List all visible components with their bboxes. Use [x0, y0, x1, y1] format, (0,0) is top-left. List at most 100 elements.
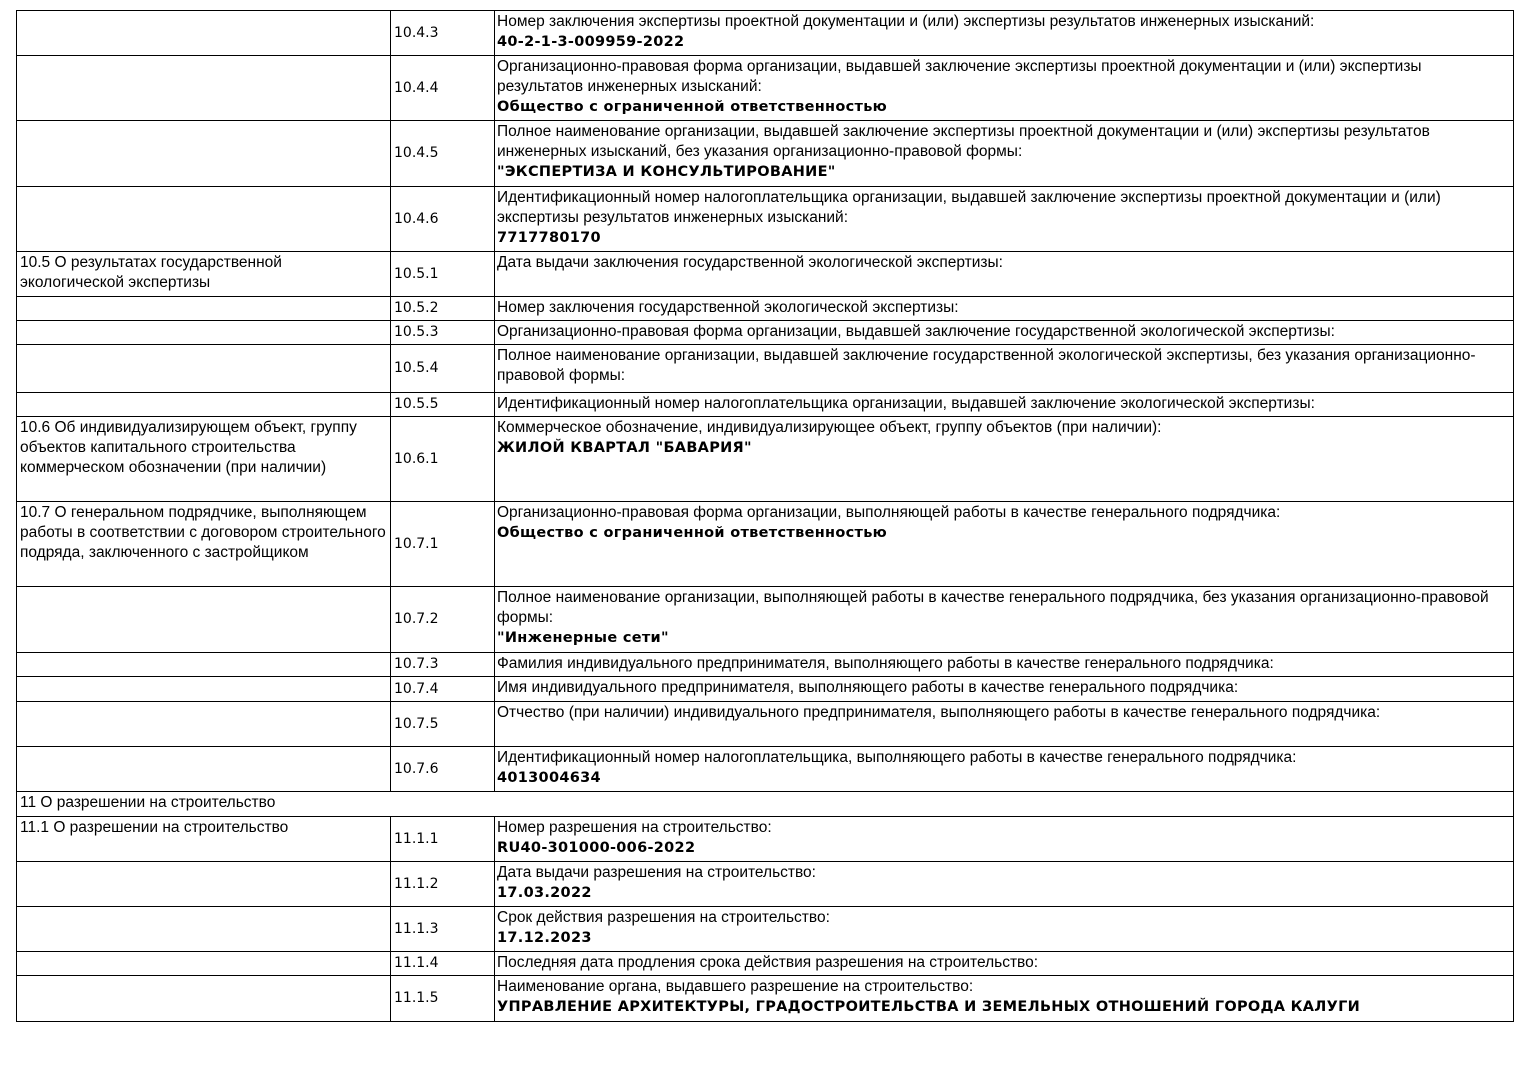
table-row: 10.4.4 Организационно-правовая форма орг… — [16, 55, 1514, 121]
section-title — [16, 861, 391, 907]
item-label: Имя индивидуального предпринимателя, вып… — [497, 679, 1239, 696]
item-value: 7717780170 — [497, 230, 601, 246]
item-label: Организационно-правовая форма организаци… — [497, 323, 1335, 340]
section-title: 10.6 Об индивидуализирующем объект, груп… — [16, 416, 391, 502]
item-cell: Идентификационный номер налогоплательщик… — [494, 746, 1514, 792]
item-label: Организационно-правовая форма организаци… — [497, 58, 1422, 95]
item-cell: Идентификационный номер налогоплательщик… — [494, 392, 1514, 417]
section-title — [16, 746, 391, 792]
item-cell: Коммерческое обозначение, индивидуализир… — [494, 416, 1514, 502]
section-title: 10.5 О результатах государственной эколо… — [16, 251, 391, 297]
table-row: 10.4.3 Номер заключения экспертизы проек… — [16, 10, 1514, 56]
section-title — [16, 586, 391, 653]
section-title — [16, 55, 391, 121]
section-title — [16, 951, 391, 976]
item-cell: Номер разрешения на строительство: RU40-3… — [494, 816, 1514, 862]
section-title — [16, 701, 391, 747]
item-code: 10.5.1 — [390, 251, 495, 297]
table-row: 10.7.6 Идентификационный номер налогопла… — [16, 746, 1514, 792]
item-code: 10.7.6 — [390, 746, 495, 792]
table-row: 11.1.5 Наименование органа, выдавшего ра… — [16, 975, 1514, 1022]
item-code: 11.1.1 — [390, 816, 495, 862]
section-title — [16, 906, 391, 952]
table-row: 10.4.6 Идентификационный номер налогопла… — [16, 186, 1514, 252]
item-value: RU40-301000-006-2022 — [497, 840, 696, 856]
item-label: Номер заключения экспертизы проектной до… — [497, 13, 1315, 30]
item-cell: Последняя дата продления срока действия … — [494, 951, 1514, 976]
item-value: 17.03.2022 — [497, 885, 592, 901]
item-value: ЖИЛОЙ КВАРТАЛ "БАВАРИЯ" — [497, 440, 752, 456]
item-label: Идентификационный номер налогоплательщик… — [497, 395, 1315, 412]
declaration-table: 10.4.3 Номер заключения экспертизы проек… — [16, 10, 1514, 1022]
item-value: "Инженерные сети" — [497, 630, 669, 646]
item-label: Дата выдачи заключения государственной э… — [497, 254, 1003, 271]
item-code: 10.7.4 — [390, 676, 495, 702]
item-cell: Организационно-правовая форма организаци… — [494, 501, 1514, 587]
item-label: Полное наименование организации, выполня… — [497, 589, 1489, 626]
section-title — [16, 392, 391, 417]
section-title: 11.1 О разрешении на строительство — [16, 816, 391, 862]
item-code: 11.1.2 — [390, 861, 495, 907]
section-title — [16, 344, 391, 393]
table-row: 11.1.2 Дата выдачи разрешения на строите… — [16, 861, 1514, 907]
item-cell: Полное наименование организации, выполня… — [494, 586, 1514, 653]
table-row: 10.7.2 Полное наименование организации, … — [16, 586, 1514, 653]
item-label: Идентификационный номер налогоплательщик… — [497, 749, 1297, 766]
item-code: 11.1.5 — [390, 975, 495, 1022]
section-title — [16, 975, 391, 1022]
table-row: 11.1.3 Срок действия разрешения на строи… — [16, 906, 1514, 952]
table-row: 10.6 Об индивидуализирующем объект, груп… — [16, 416, 1514, 502]
table-row: 11.1.4 Последняя дата продления срока де… — [16, 951, 1514, 976]
section-title: 10.7 О генеральном подрядчике, выполняющ… — [16, 501, 391, 587]
item-code: 10.7.5 — [390, 701, 495, 747]
item-code: 10.7.3 — [390, 652, 495, 677]
item-code: 10.7.1 — [390, 501, 495, 587]
section-title — [16, 120, 391, 187]
item-label: Полное наименование организации, выдавше… — [497, 123, 1430, 160]
item-label: Организационно-правовая форма организаци… — [497, 504, 1281, 521]
item-code: 10.4.5 — [390, 120, 495, 187]
section-heading: 11 О разрешении на строительство — [16, 791, 1514, 817]
item-cell: Дата выдачи заключения государственной э… — [494, 251, 1514, 297]
table-row: 10.7.4 Имя индивидуального предпринимате… — [16, 676, 1514, 702]
item-code: 10.5.2 — [390, 296, 495, 321]
item-code: 10.7.2 — [390, 586, 495, 653]
item-cell: Организационно-правовая форма организаци… — [494, 320, 1514, 345]
table-row: 11.1 О разрешении на строительство 11.1.… — [16, 816, 1514, 862]
table-row: 10.7.3 Фамилия индивидуального предприни… — [16, 652, 1514, 677]
item-cell: Номер заключения экспертизы проектной до… — [494, 10, 1514, 56]
table-row: 10.7.5 Отчество (при наличии) индивидуал… — [16, 701, 1514, 747]
item-cell: Номер заключения государственной экологи… — [494, 296, 1514, 321]
item-cell: Срок действия разрешения на строительств… — [494, 906, 1514, 952]
item-label: Дата выдачи разрешения на строительство: — [497, 864, 816, 881]
item-value: 40-2-1-3-009959-2022 — [497, 34, 685, 50]
section-title — [16, 186, 391, 252]
table-row: 10.5 О результатах государственной эколо… — [16, 251, 1514, 297]
item-code: 11.1.3 — [390, 906, 495, 952]
item-label: Номер разрешения на строительство: — [497, 819, 772, 836]
item-code: 10.4.4 — [390, 55, 495, 121]
item-cell: Полное наименование организации, выдавше… — [494, 120, 1514, 187]
section-title — [16, 320, 391, 345]
table-row: 10.4.5 Полное наименование организации, … — [16, 120, 1514, 187]
item-label: Полное наименование организации, выдавше… — [497, 347, 1476, 384]
item-label: Последняя дата продления срока действия … — [497, 954, 1039, 971]
item-label: Срок действия разрешения на строительств… — [497, 909, 830, 926]
section-heading-row: 11 О разрешении на строительство — [16, 791, 1514, 817]
item-code: 10.5.3 — [390, 320, 495, 345]
item-code: 11.1.4 — [390, 951, 495, 976]
table-row: 10.7 О генеральном подрядчике, выполняющ… — [16, 501, 1514, 587]
item-value: Общество с ограниченной ответственностью — [497, 99, 888, 115]
table-row: 10.5.4 Полное наименование организации, … — [16, 344, 1514, 393]
item-label: Отчество (при наличии) индивидуального п… — [497, 704, 1381, 721]
item-code: 10.6.1 — [390, 416, 495, 502]
item-value: 4013004634 — [497, 770, 601, 786]
section-title — [16, 296, 391, 321]
item-cell: Полное наименование организации, выдавше… — [494, 344, 1514, 393]
item-label: Коммерческое обозначение, индивидуализир… — [497, 419, 1162, 436]
item-label: Номер заключения государственной экологи… — [497, 299, 959, 316]
item-code: 10.5.5 — [390, 392, 495, 417]
section-title — [16, 10, 391, 56]
item-label: Наименование органа, выдавшего разрешени… — [497, 978, 974, 995]
table-row: 10.5.5 Идентификационный номер налогопла… — [16, 392, 1514, 417]
